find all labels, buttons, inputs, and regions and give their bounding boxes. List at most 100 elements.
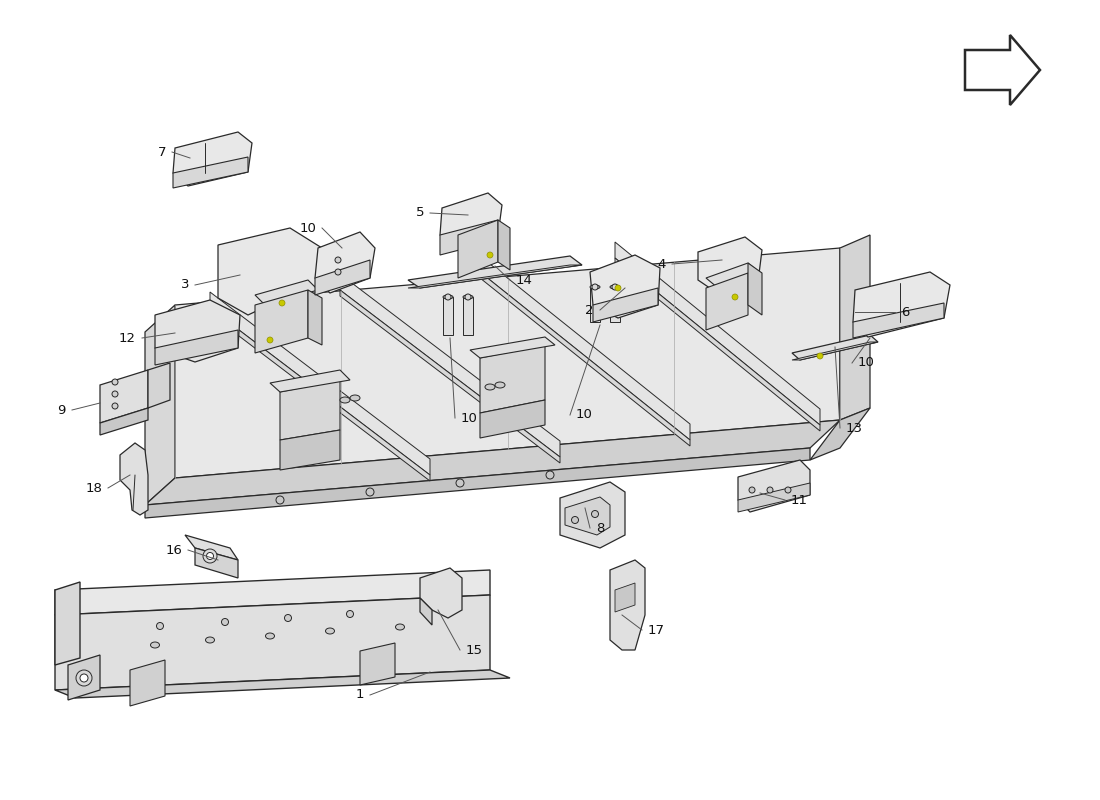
Text: 18: 18 [85, 482, 102, 494]
Polygon shape [270, 370, 350, 392]
Text: 13: 13 [846, 422, 864, 434]
Polygon shape [218, 228, 322, 315]
Polygon shape [610, 560, 645, 650]
Ellipse shape [610, 285, 620, 289]
Circle shape [336, 269, 341, 275]
Circle shape [80, 674, 88, 682]
Circle shape [465, 294, 471, 300]
Polygon shape [590, 255, 660, 318]
Polygon shape [560, 482, 625, 548]
Circle shape [785, 487, 791, 493]
Polygon shape [340, 274, 560, 457]
Polygon shape [498, 220, 510, 270]
Circle shape [207, 553, 213, 559]
Polygon shape [698, 237, 762, 295]
Text: 7: 7 [157, 146, 166, 158]
Ellipse shape [590, 285, 600, 289]
Polygon shape [480, 256, 690, 440]
Circle shape [456, 479, 464, 487]
Polygon shape [155, 300, 240, 362]
Polygon shape [440, 220, 498, 255]
Ellipse shape [340, 397, 350, 403]
Polygon shape [68, 655, 100, 700]
Polygon shape [255, 280, 318, 305]
Polygon shape [55, 595, 490, 690]
Polygon shape [55, 582, 80, 665]
Ellipse shape [396, 624, 405, 630]
Polygon shape [148, 363, 170, 408]
Text: 15: 15 [466, 643, 483, 657]
Circle shape [592, 510, 598, 518]
Polygon shape [145, 448, 810, 518]
Polygon shape [440, 193, 502, 248]
Polygon shape [706, 273, 748, 330]
Circle shape [276, 496, 284, 504]
Polygon shape [706, 263, 760, 288]
Polygon shape [420, 568, 462, 618]
Polygon shape [100, 408, 148, 435]
Ellipse shape [206, 637, 214, 643]
Polygon shape [965, 35, 1040, 105]
Polygon shape [810, 408, 870, 460]
Polygon shape [408, 265, 582, 288]
Polygon shape [55, 670, 510, 698]
Polygon shape [593, 288, 658, 322]
Circle shape [749, 487, 755, 493]
Polygon shape [420, 598, 432, 625]
Polygon shape [210, 308, 430, 481]
Polygon shape [280, 380, 340, 440]
Polygon shape [458, 220, 498, 278]
Circle shape [336, 257, 341, 263]
Polygon shape [173, 132, 252, 186]
Text: 8: 8 [596, 522, 604, 534]
Text: 6: 6 [901, 306, 910, 318]
Text: 4: 4 [658, 258, 666, 270]
Polygon shape [792, 342, 878, 360]
Circle shape [615, 285, 622, 291]
Polygon shape [840, 235, 870, 420]
Polygon shape [615, 242, 820, 425]
Circle shape [112, 403, 118, 409]
Circle shape [572, 517, 579, 523]
Ellipse shape [326, 628, 334, 634]
Polygon shape [480, 345, 544, 413]
Polygon shape [173, 157, 248, 188]
Text: 10: 10 [461, 411, 477, 425]
Polygon shape [852, 272, 950, 337]
Polygon shape [195, 548, 238, 578]
Circle shape [612, 284, 618, 290]
Text: 10: 10 [299, 222, 316, 234]
Ellipse shape [350, 395, 360, 401]
Polygon shape [210, 292, 430, 475]
Polygon shape [315, 260, 370, 295]
Circle shape [279, 300, 285, 306]
Text: 16: 16 [165, 543, 182, 557]
Polygon shape [340, 290, 560, 463]
Circle shape [767, 487, 773, 493]
Bar [590, 287, 600, 322]
Polygon shape [565, 497, 610, 535]
Circle shape [732, 294, 738, 300]
Ellipse shape [151, 642, 160, 648]
Circle shape [267, 337, 273, 343]
Text: 11: 11 [791, 494, 808, 506]
Polygon shape [792, 335, 878, 360]
Ellipse shape [495, 382, 505, 388]
Polygon shape [185, 535, 238, 560]
Circle shape [346, 610, 353, 618]
Polygon shape [738, 460, 810, 512]
Polygon shape [738, 483, 810, 512]
Circle shape [112, 391, 118, 397]
Circle shape [446, 294, 451, 300]
Circle shape [112, 379, 118, 385]
Bar [610, 287, 620, 322]
Bar [443, 297, 453, 335]
Polygon shape [145, 420, 840, 505]
Polygon shape [480, 272, 690, 446]
Circle shape [817, 353, 823, 359]
Polygon shape [55, 570, 490, 615]
Circle shape [487, 252, 493, 258]
Text: 12: 12 [119, 331, 136, 345]
Circle shape [366, 488, 374, 496]
Circle shape [76, 670, 92, 686]
